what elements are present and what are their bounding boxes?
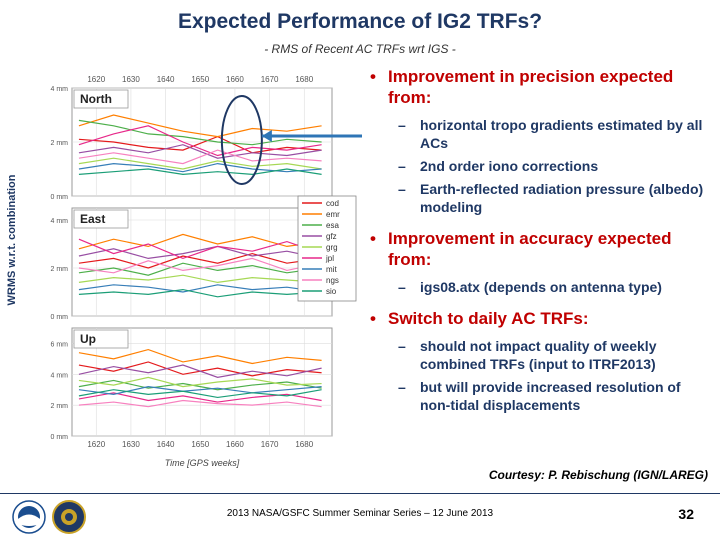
x-tick-label-bottom: 1670 — [261, 440, 279, 449]
sub-bullet-text: igs08.atx (depends on antenna type) — [420, 279, 662, 295]
x-tick-label-top: 1650 — [191, 75, 209, 84]
sub-bullet: – horizontal tropo gradients estimated by… — [398, 117, 703, 151]
series-line-cod — [78, 135, 322, 154]
series-line-mit — [78, 162, 322, 173]
legend-label-sio: sio — [326, 287, 337, 296]
sub-bullet-text: but will provide increased resolution of… — [420, 379, 681, 413]
x-axis-label: Time [GPS weeks] — [165, 458, 240, 468]
panel-label-up: Up — [80, 332, 96, 346]
sub-bullet: – Earth-reflected radiation pressure (alb… — [398, 181, 704, 215]
series-line-mit — [78, 386, 322, 395]
bullet-precision-text: Improvement in precision expected from: — [388, 67, 674, 107]
wrms-chart: 1620 1630 1640 1650 1660 1670 1680 0 mm 2 mm 4 mm… — [32, 70, 366, 480]
y-axis-label: WRMS w.r.t. combination — [6, 174, 18, 306]
y-tick-label: 0 mm — [51, 314, 69, 321]
series-line-esa — [78, 119, 322, 146]
y-tick-label: 0 mm — [51, 434, 69, 441]
y-tick-label: 4 mm — [51, 86, 69, 93]
y-tick-label: 2 mm — [51, 140, 69, 147]
slide-title: Expected Performance of IG2 TRFs? — [177, 10, 543, 33]
series-line-esa — [78, 379, 322, 391]
sub-bullet-text: Earth-reflected radiation pressure (albe… — [420, 181, 704, 215]
sub-bullet: – but will provide increased resolution o… — [398, 379, 681, 413]
bullet-accuracy: • Improvement in accuracy expected from: — [370, 229, 672, 269]
sub-bullet-text: horizontal tropo gradients estimated by … — [420, 117, 703, 151]
panel-label-box — [73, 89, 129, 109]
x-tick-label-top: 1670 — [261, 75, 279, 84]
series-line-mit — [78, 284, 322, 293]
x-tick-label-top: 1620 — [87, 75, 105, 84]
legend-label-ngs: ngs — [326, 276, 339, 285]
y-tick-label: 2 mm — [51, 266, 69, 273]
series-line-jpl — [78, 238, 322, 260]
legend-label-emr: emr — [326, 210, 340, 219]
panel-label-box — [73, 329, 129, 349]
legend-label-gfz: gfz — [326, 232, 337, 241]
x-tick-label-top: 1680 — [295, 75, 313, 84]
x-tick-label-top: 1630 — [122, 75, 140, 84]
series-line-jpl — [78, 125, 322, 157]
series-line-sio — [78, 168, 322, 176]
series-line-emr — [78, 233, 322, 250]
series-line-grg — [78, 376, 322, 388]
series-line-esa — [78, 262, 322, 276]
bullet-daily: • Switch to daily AC TRFs: — [370, 309, 589, 328]
legend-label-jpl: jpl — [325, 254, 334, 263]
x-tick-label-bottom: 1640 — [157, 440, 175, 449]
series-line-ngs — [78, 149, 322, 165]
series-line-ngs — [78, 399, 322, 408]
legend-label-grg: grg — [326, 243, 338, 252]
series-line-grg — [78, 274, 322, 284]
x-tick-label-top: 1640 — [157, 75, 175, 84]
series-line-grg — [78, 157, 322, 170]
bullet-daily-text: Switch to daily AC TRFs: — [388, 309, 589, 328]
x-tick-label-bottom: 1630 — [122, 440, 140, 449]
series-line-emr — [78, 348, 322, 365]
x-tick-label-bottom: 1620 — [87, 440, 105, 449]
sub-bullet: –2nd order iono corrections — [398, 158, 599, 174]
series-line-cod — [78, 252, 322, 269]
series-line-gfz — [78, 144, 322, 159]
wrms-chart-svg: 1620 1630 1640 1650 1660 1670 1680 0 mm 2 mm 4 mm… — [51, 75, 366, 468]
y-tick-label: 6 mm — [51, 341, 69, 348]
bullet-accuracy-text: Improvement in accuracy expected from: — [388, 229, 672, 269]
series-line-gfz — [78, 245, 322, 260]
legend-label-esa: esa — [326, 221, 339, 230]
legend-label-mit: mit — [326, 265, 337, 274]
legend-label-cod: cod — [326, 199, 339, 208]
y-tick-label: 0 mm — [51, 194, 69, 201]
series-line-ngs — [78, 257, 322, 274]
highlight-arrowhead — [261, 130, 272, 142]
panel-label-east: East — [80, 212, 105, 226]
panel-label-north: North — [80, 92, 112, 106]
y-tick-label: 4 mm — [51, 218, 69, 225]
footer-text: 2013 NASA/GSFC Summer Seminar Series – 1… — [226, 508, 494, 519]
page-number: 32 — [678, 506, 694, 522]
series-line-emr — [78, 114, 322, 138]
x-tick-label-top: 1660 — [226, 75, 244, 84]
sub-bullet: – igs08.atx (depends on antenna type) — [398, 279, 662, 295]
bullet-list: • Improvement in precision expected from:… — [368, 66, 713, 419]
series-line-sio — [78, 288, 322, 298]
highlight-ellipse — [220, 95, 263, 185]
sub-bullet-text: should not impact quality of weekly comb… — [420, 338, 657, 372]
bullet-precision: • Improvement in precision expected from: — [370, 67, 674, 107]
panel-label-box — [73, 209, 129, 229]
y-tick-label: 2 mm — [51, 403, 69, 410]
y-tick-label: 4 mm — [51, 372, 69, 379]
sub-bullet: – should not impact quality of weekly com… — [398, 338, 657, 372]
series-line-gfz — [78, 364, 322, 378]
courtesy-note: Courtesy: P. Rebischung (IGN/LAREG) — [488, 468, 708, 482]
series-line-sio — [78, 389, 322, 399]
x-tick-label-bottom: 1680 — [295, 440, 313, 449]
seal-logo-icon — [52, 500, 86, 534]
slide-subtitle: - RMS of Recent AC TRFs wrt IGS - — [264, 42, 456, 56]
x-tick-label-bottom: 1650 — [191, 440, 209, 449]
sub-bullet-text: 2nd order iono corrections — [420, 158, 599, 174]
x-tick-label-bottom: 1660 — [226, 440, 244, 449]
footer-divider — [0, 493, 720, 494]
noaa-logo-icon — [12, 500, 46, 534]
